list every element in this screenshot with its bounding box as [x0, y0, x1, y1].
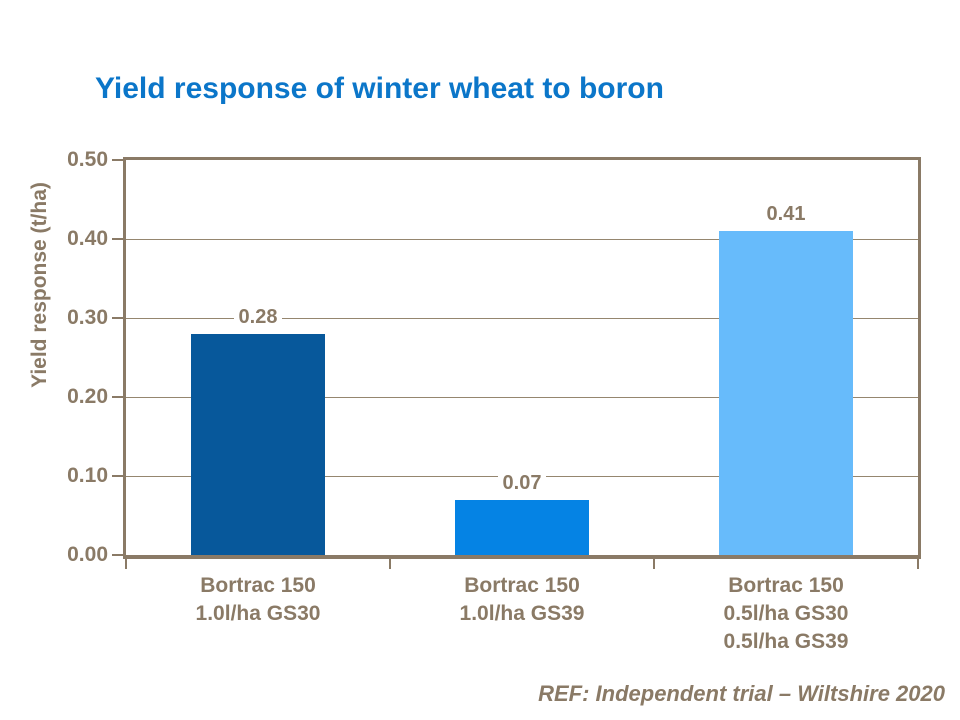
bar-data-label-2: 0.07: [452, 471, 592, 495]
x-category-label-line: 1.0l/ha GS30: [195, 602, 321, 625]
y-tick-0.30: [112, 317, 126, 319]
x-category-label-line: 0.5l/ha GS39: [723, 630, 849, 653]
gridline-0.20: [126, 396, 918, 398]
x-tick-0: [125, 559, 127, 569]
x-category-label-line: Bortrac 150: [200, 574, 316, 597]
y-tick-label-0.40: 0.40: [67, 227, 108, 250]
x-category-label-3: Bortrac 150 0.5l/ha GS30 0.5l/ha GS39: [654, 572, 918, 656]
x-category-label-2: Bortrac 150 1.0l/ha GS39: [390, 572, 654, 628]
y-tick-label-0.30: 0.30: [67, 306, 108, 329]
bar-1: [191, 333, 325, 555]
bar-2: [455, 499, 589, 555]
x-category-label-line: 1.0l/ha GS39: [459, 602, 585, 625]
bar-data-label-text: 0.28: [233, 305, 283, 328]
y-tick-label-0.10: 0.10: [67, 464, 108, 487]
x-category-label-line: 0.5l/ha GS30: [723, 602, 849, 625]
x-category-label-line: Bortrac 150: [464, 574, 580, 597]
y-tick-0.00: [112, 554, 126, 556]
bar-data-label-text: 0.41: [761, 203, 811, 226]
x-tick-3: [917, 559, 919, 569]
y-axis-title: Yield response (t/ha): [28, 182, 51, 388]
bar-3: [719, 231, 853, 555]
x-tick-1: [389, 559, 391, 569]
y-tick-0.40: [112, 238, 126, 240]
plot-area: 0.28 0.07 0.41: [123, 157, 921, 559]
bar-data-label-3: 0.41: [716, 203, 856, 226]
y-tick-label-0.20: 0.20: [67, 385, 108, 408]
x-category-label-1: Bortrac 150 1.0l/ha GS30: [126, 572, 390, 628]
y-tick-label-0.50: 0.50: [67, 148, 108, 171]
y-tick-0.10: [112, 475, 126, 477]
x-category-label-line: Bortrac 150: [728, 574, 844, 597]
y-tick-0.20: [112, 396, 126, 398]
gridline-0.30: [126, 317, 918, 319]
bar-data-label-text: 0.07: [497, 471, 547, 494]
chart-title: Yield response of winter wheat to boron: [95, 72, 664, 105]
reference-note: REF: Independent trial – Wiltshire 2020: [538, 681, 945, 706]
x-tick-2: [653, 559, 655, 569]
y-tick-label-0.00: 0.00: [67, 543, 108, 566]
bar-data-label-1: 0.28: [188, 305, 328, 329]
y-tick-0.50: [112, 159, 126, 161]
gridline-0.40: [126, 238, 918, 240]
